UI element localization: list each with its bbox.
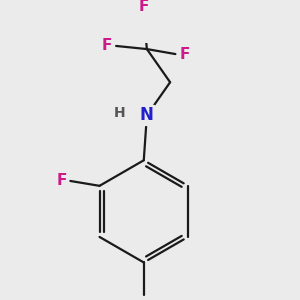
Text: H: H [113,106,125,120]
Text: F: F [139,0,149,14]
Text: F: F [102,38,112,53]
Text: F: F [179,46,190,62]
Text: N: N [140,106,154,124]
Text: F: F [56,173,67,188]
